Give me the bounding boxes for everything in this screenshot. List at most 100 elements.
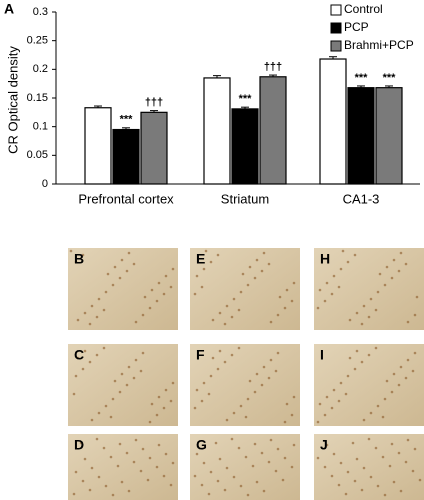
cell	[211, 318, 215, 322]
cell	[193, 406, 197, 410]
panel-label: J	[320, 437, 328, 453]
cell	[323, 413, 327, 417]
cell	[418, 478, 422, 482]
cell	[360, 322, 364, 326]
cell	[104, 404, 108, 408]
cell	[353, 367, 357, 371]
cell	[125, 383, 129, 387]
cell	[355, 349, 359, 353]
cell	[155, 413, 159, 417]
cell	[111, 397, 115, 401]
cell	[102, 446, 106, 450]
cell	[399, 489, 403, 493]
cell	[332, 452, 336, 456]
panel-label: G	[196, 437, 207, 453]
cell	[339, 461, 343, 465]
x-tick-label: Striatum	[221, 191, 269, 206]
cell	[200, 399, 204, 403]
cell	[341, 249, 345, 253]
micrograph	[68, 248, 178, 330]
cell	[260, 383, 264, 387]
panel-label: B	[74, 251, 84, 267]
cell	[88, 322, 92, 326]
cell	[353, 479, 357, 483]
cell	[216, 479, 220, 483]
cell	[346, 260, 350, 264]
cell	[253, 442, 257, 446]
cell	[385, 265, 389, 269]
cell	[113, 379, 117, 383]
legend-swatch	[330, 22, 342, 34]
cell	[162, 474, 166, 478]
cell	[120, 258, 124, 262]
cell	[325, 443, 329, 447]
cell	[202, 381, 206, 385]
y-tick-label: 0.2	[33, 63, 48, 75]
cell	[81, 367, 85, 371]
cell	[88, 360, 92, 364]
cell	[214, 441, 218, 445]
micrograph	[68, 344, 178, 426]
significance-label: ***	[239, 93, 253, 105]
cell	[390, 276, 394, 280]
cell	[390, 442, 394, 446]
cell	[74, 260, 78, 264]
y-axis-title: CR Optical density	[5, 46, 20, 154]
cell	[218, 311, 222, 315]
cell	[97, 411, 101, 415]
cell	[237, 446, 241, 450]
bar	[112, 128, 140, 185]
cell	[230, 315, 234, 319]
cell	[355, 311, 359, 315]
cell	[237, 308, 241, 312]
cell	[285, 288, 289, 292]
cell	[164, 274, 168, 278]
cell	[139, 469, 143, 473]
significance-label: †††	[264, 61, 282, 73]
cell	[169, 483, 173, 487]
cell	[374, 346, 378, 350]
cell	[255, 480, 259, 484]
cell	[118, 390, 122, 394]
cell	[248, 265, 252, 269]
cell	[209, 260, 213, 264]
cell	[351, 441, 355, 445]
cell	[202, 461, 206, 465]
cell	[225, 466, 229, 470]
cell	[367, 437, 371, 441]
cell	[406, 438, 410, 442]
cell	[88, 488, 92, 492]
cell	[113, 265, 117, 269]
cell	[360, 360, 364, 364]
cell	[362, 466, 366, 470]
bar	[347, 87, 375, 185]
cell	[337, 399, 341, 403]
cell	[132, 376, 136, 380]
cell	[374, 308, 378, 312]
cell	[281, 478, 285, 482]
cell	[164, 452, 168, 456]
cell	[72, 392, 76, 396]
cell	[127, 251, 131, 255]
y-tick-label: 0.05	[27, 149, 48, 161]
cell	[381, 415, 385, 419]
y-tick-label: 0.15	[27, 92, 48, 104]
cell	[292, 443, 296, 447]
cell	[360, 488, 364, 492]
cell	[193, 474, 197, 478]
cell	[248, 379, 252, 383]
cell	[102, 346, 106, 350]
cell	[74, 374, 78, 378]
cell	[211, 356, 215, 360]
cell	[283, 306, 287, 310]
cell	[278, 295, 282, 299]
cell	[415, 295, 419, 299]
cell	[109, 455, 113, 459]
cell	[390, 390, 394, 394]
cell	[104, 290, 108, 294]
y-tick-label: 0	[42, 178, 48, 190]
cell	[146, 478, 150, 482]
bar	[140, 111, 168, 185]
cell	[269, 320, 273, 324]
cell	[344, 392, 348, 396]
